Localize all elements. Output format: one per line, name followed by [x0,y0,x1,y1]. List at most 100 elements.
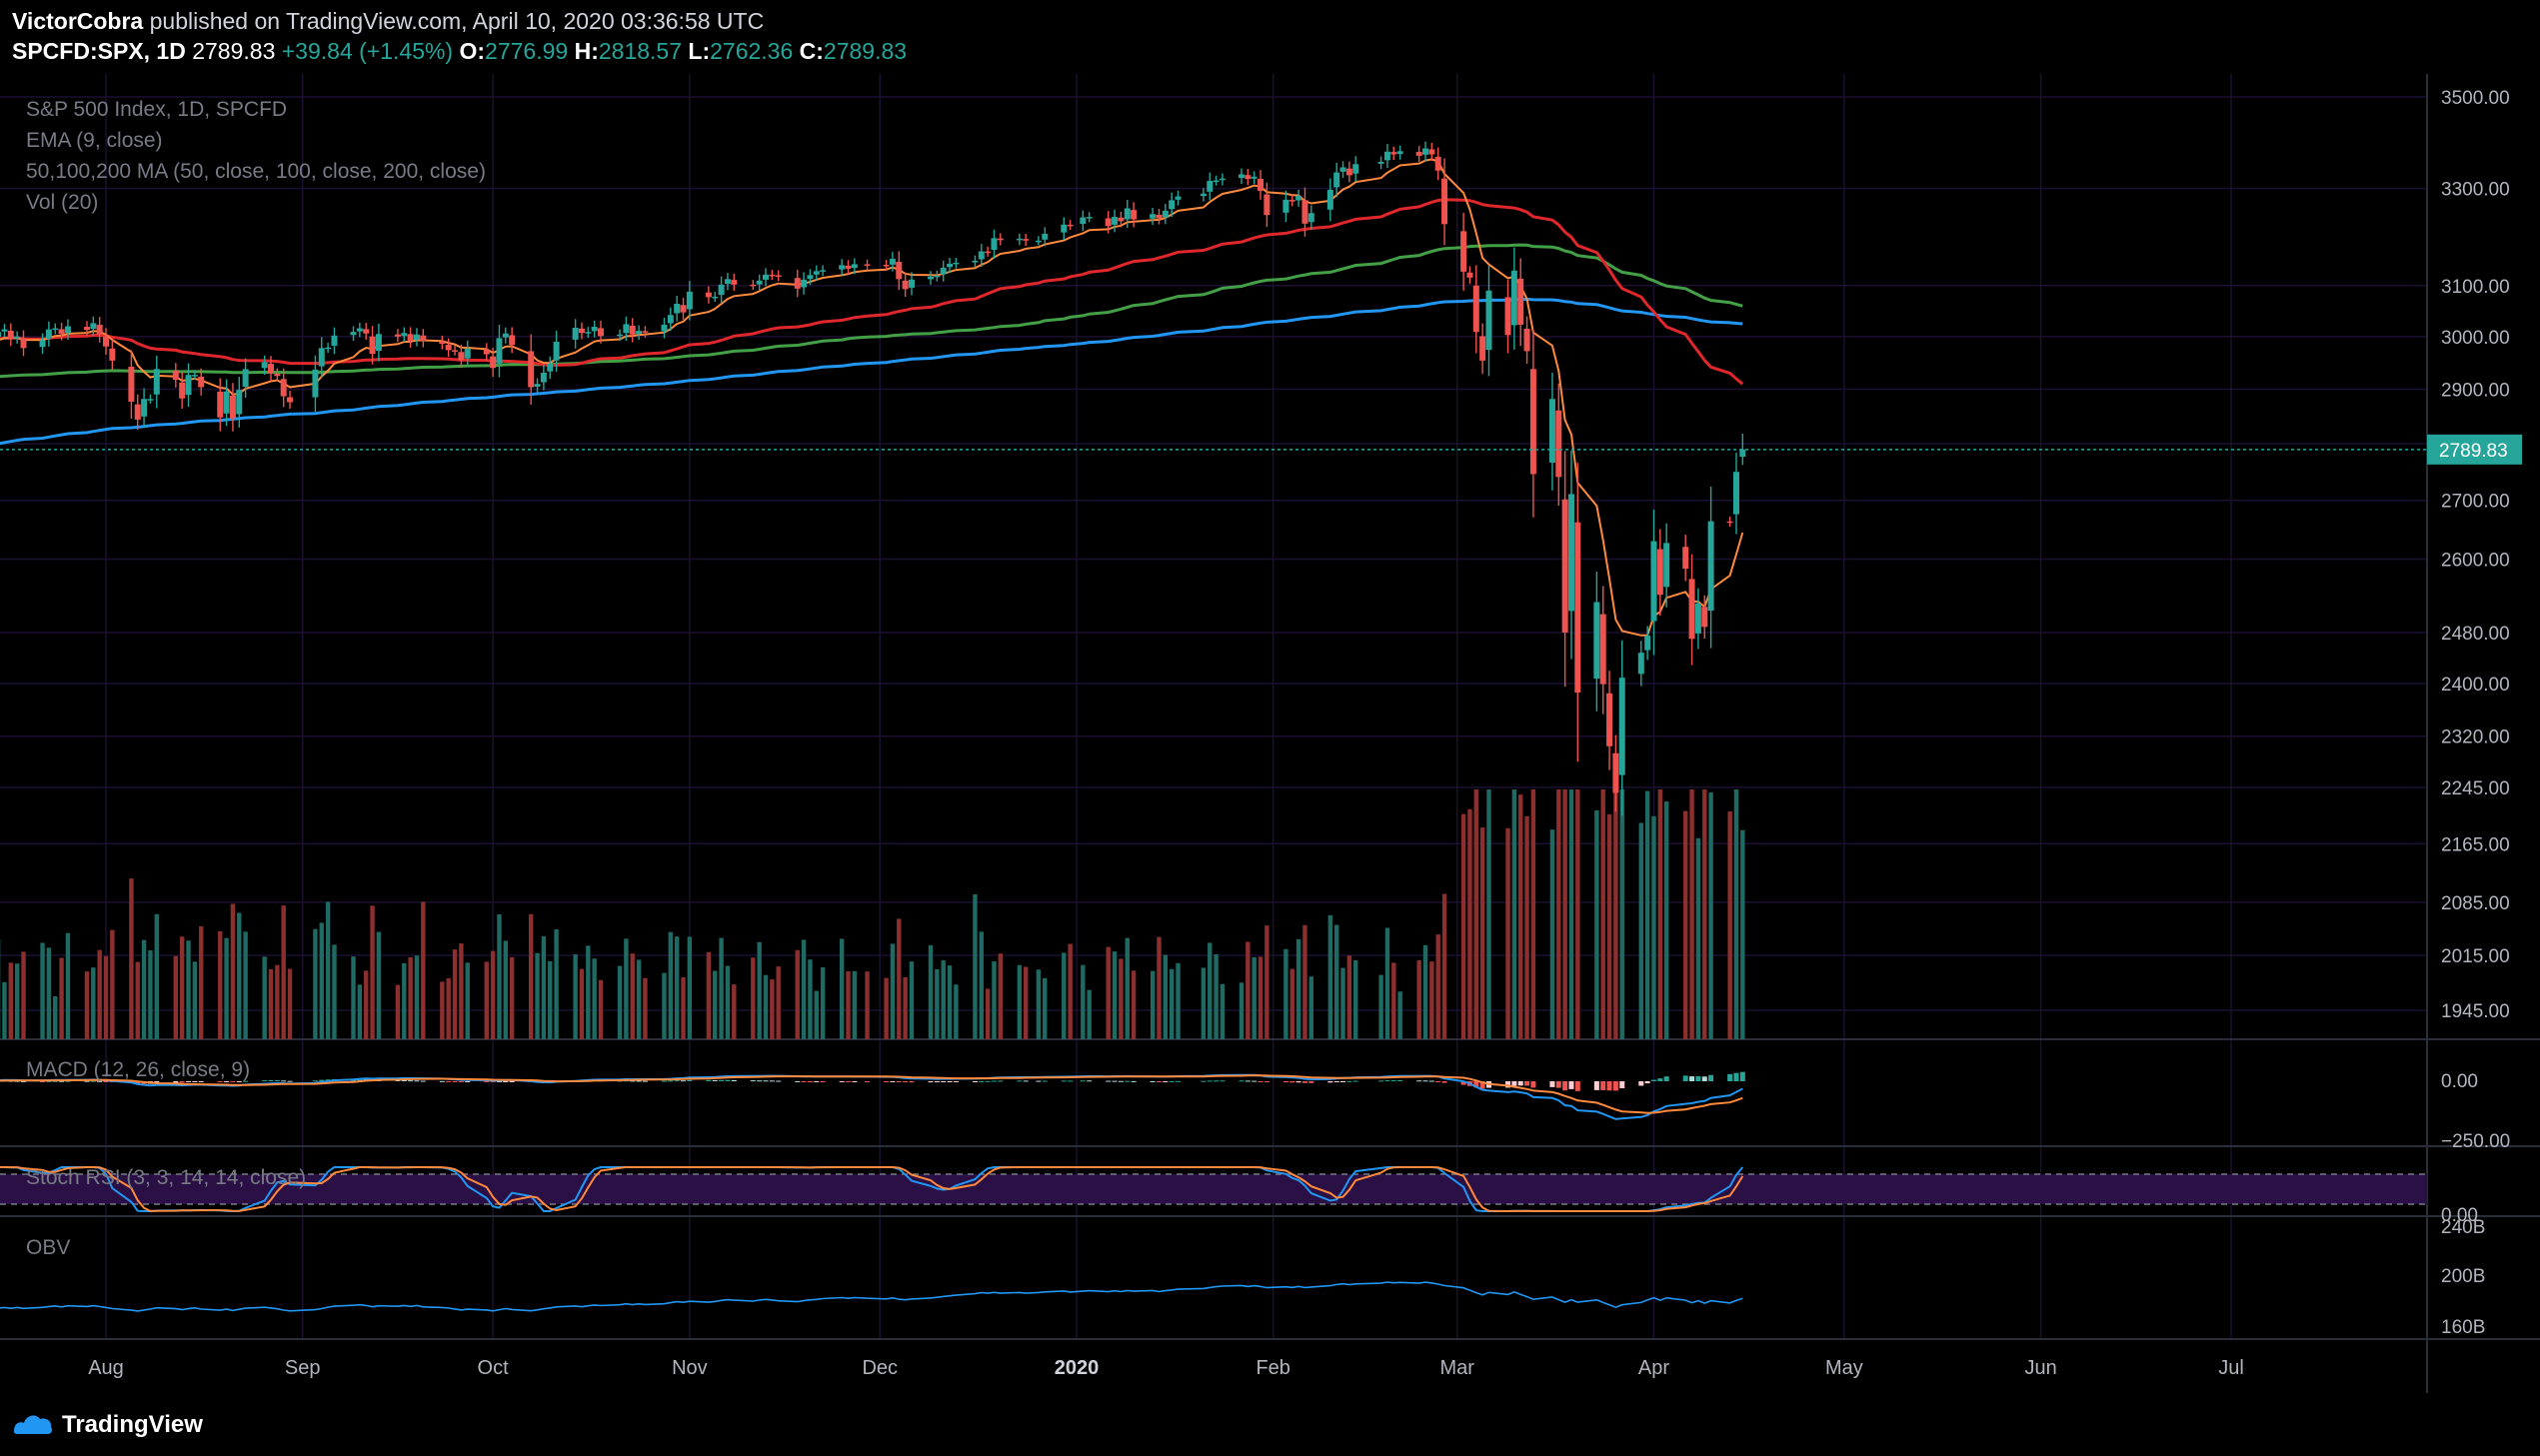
macd-histogram-bar [1042,1080,1048,1082]
candle-body [1599,614,1606,685]
volume-bar [319,922,324,1039]
candle-body [724,279,731,284]
volume-bar [1283,948,1288,1039]
macd-histogram-bar [1606,1081,1612,1091]
candle-body [45,329,52,339]
price-change: +39.84 (+1.45%) [281,38,454,64]
legend-ma[interactable]: 50,100,200 MA (50, close, 100, close, 20… [26,160,486,183]
candle-body [1175,196,1182,200]
author-name[interactable]: VictorCobra [12,8,144,34]
symbol-label[interactable]: SPCFD:SPX, 1D [12,38,186,64]
macd-histogram-bar [90,1080,96,1082]
candle-body [350,332,357,336]
candle-body [1245,175,1252,180]
macd-histogram-bar [681,1080,687,1082]
candle-body [236,390,243,415]
candle-body [1510,270,1517,326]
time-axis[interactable]: Aug Sep Oct Nov Dec 2020 Feb Mar Apr May Jun Jul [88,1357,2244,1379]
legend-stoch-rsi[interactable]: Stoch RSI (3, 3, 14, 14, close) [26,1166,306,1189]
macd-histogram-bar [712,1079,718,1081]
candle-body [1162,210,1169,218]
legend-macd[interactable]: MACD (12, 26, close, 9) [26,1058,250,1081]
candle-body [1258,178,1265,191]
obv-tick-label: 240B [2441,1217,2485,1238]
macd-histogram-bar [268,1079,274,1081]
candle-body [629,325,636,335]
volume-bar [1518,794,1523,1039]
macd-histogram-bar [274,1079,280,1081]
tradingview-brand[interactable]: TradingView [62,1411,203,1438]
volume-bar [262,956,267,1039]
volume-bar [363,970,369,1039]
time-tick-label: Dec [862,1357,898,1379]
macd-histogram-bar [1214,1080,1220,1082]
macd-histogram-bar [1689,1076,1695,1081]
volume-bar [1062,952,1067,1039]
candle-body [1124,208,1131,220]
time-tick-label: Jun [2024,1357,2056,1379]
volume-bar [1043,977,1048,1039]
candle-body [1264,194,1270,216]
volume-bar [1651,815,1656,1039]
legend-vol[interactable]: Vol (20) [26,191,98,214]
volume-bar [1214,953,1219,1039]
volume-bar [14,963,20,1039]
price-tick-label: 2165.00 [2441,834,2510,855]
macd-histogram-bar [465,1081,471,1082]
volume-bar [1524,815,1529,1039]
volume-bar [484,961,489,1039]
volume-bar [1663,801,1669,1039]
macd-histogram-bar [135,1081,141,1084]
volume-bar [554,928,559,1039]
candle-body [287,397,294,403]
macd-histogram-bar [687,1079,693,1081]
candle-body [1739,449,1746,457]
candle-body [642,331,649,333]
legend-obv[interactable]: OBV [26,1236,70,1259]
volume-bar [630,953,635,1039]
ma-100-line [0,243,1743,379]
macd-histogram-bar [65,1080,71,1082]
low-value: 2762.36 [710,38,794,64]
chart-canvas[interactable]: 3500.00 3300.00 3100.00 3000.00 2900.00 2700.… [0,74,2540,1393]
candlesticks [0,141,1746,816]
legend-ema[interactable]: EMA (9, close) [26,129,163,152]
macd-histogram-bar [1600,1081,1606,1090]
candle-body [661,324,668,332]
volume-bar [465,962,470,1039]
volume-bar [928,944,934,1039]
candle-body [775,275,782,277]
volume-bar [820,966,826,1039]
candle-body [1282,199,1289,213]
volume-bar [1333,924,1339,1039]
macd-histogram-bar [1087,1080,1093,1082]
macd-histogram-bar [719,1079,725,1081]
volume-bar [687,936,693,1039]
candle-body [198,376,205,388]
volume-bar [2,981,7,1039]
macd-histogram-bar [1131,1080,1137,1082]
volume-bar [935,968,940,1039]
time-tick-label: Aug [88,1357,124,1379]
volume-bar [681,977,686,1039]
macd-histogram-bar [985,1080,991,1082]
macd-histogram-bar [852,1081,858,1082]
macd-histogram-bar [1023,1080,1029,1082]
volume-bar [395,984,401,1039]
volume-bar [1441,893,1447,1039]
macd-histogram-bar [1644,1081,1650,1084]
volume-bar [490,950,496,1039]
macd-histogram-bar [198,1081,204,1082]
macd-histogram-bar [1428,1080,1434,1082]
legend-instrument[interactable]: S&P 500 Index, 1D, SPCFD [26,98,287,121]
volume-bar [1606,813,1612,1039]
price-tick-label: 1945.00 [2441,1001,2510,1022]
volume-bar [1258,956,1264,1039]
volume-bar [1562,789,1567,1039]
candle-body [1434,156,1441,171]
volume-bar [954,984,959,1039]
candle-body [1561,499,1568,633]
obv-tick-label: 200B [2441,1266,2485,1287]
candle-body [598,328,605,337]
price-axis[interactable]: 3500.00 3300.00 3100.00 3000.00 2900.00 2700.… [2427,88,2522,1338]
